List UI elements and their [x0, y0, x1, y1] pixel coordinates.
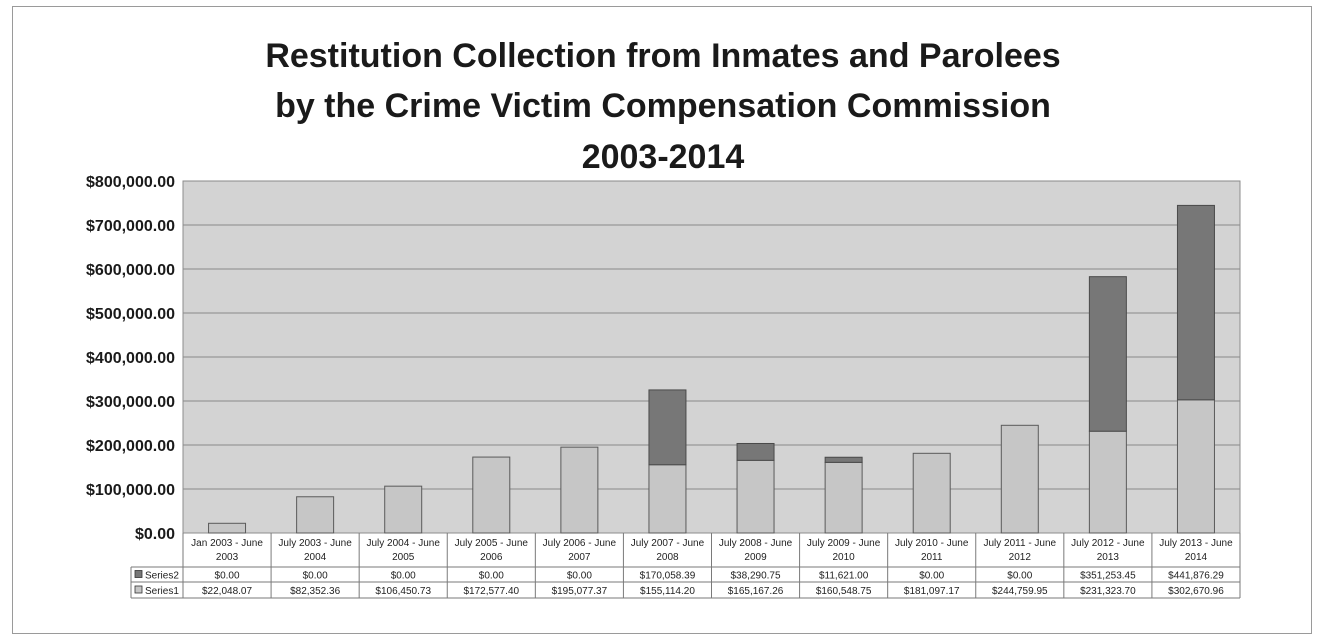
x-tick-label: July 2013 - June — [1159, 538, 1233, 549]
bar-series1 — [560, 446, 599, 534]
y-tick-label: $400,000.00 — [86, 350, 175, 367]
data-label: $0.00 — [215, 571, 240, 582]
data-label: $165,167.26 — [728, 586, 784, 597]
bar-series2 — [736, 442, 775, 461]
data-label: $0.00 — [567, 571, 592, 582]
x-tick-label: July 2004 - June — [367, 538, 441, 549]
x-tick-label: July 2007 - June — [631, 538, 705, 549]
chart-title-line-3: 2003-2014 — [581, 138, 745, 176]
x-tick-label: July 2010 - June — [895, 538, 969, 549]
y-tick-label: $700,000.00 — [86, 218, 175, 235]
data-label: $0.00 — [303, 571, 328, 582]
bar-series2 — [648, 389, 687, 466]
bar-series1 — [912, 452, 951, 534]
x-tick-label: July 2006 - June — [543, 538, 617, 549]
x-tick-label: 2007 — [568, 552, 591, 563]
data-label: $195,077.37 — [552, 586, 608, 597]
bar-series1 — [1176, 399, 1215, 534]
data-label: $244,759.95 — [992, 586, 1048, 597]
x-tick-label: 2013 — [1097, 552, 1120, 563]
x-tick-label: 2009 — [744, 552, 767, 563]
x-tick-label: 2006 — [480, 552, 503, 563]
data-label: $441,876.29 — [1168, 571, 1224, 582]
bar-series1 — [648, 464, 687, 534]
x-tick-label: July 2009 - June — [807, 538, 881, 549]
legend-label: Series2 — [145, 571, 179, 582]
data-label: $106,450.73 — [375, 586, 431, 597]
legend-label: Series1 — [145, 586, 179, 597]
x-tick-label: July 2008 - June — [719, 538, 793, 549]
x-tick-label: 2011 — [921, 552, 943, 563]
data-label: $231,323.70 — [1080, 586, 1136, 597]
data-label: $38,290.75 — [731, 571, 781, 582]
x-tick-label: 2012 — [1009, 552, 1032, 563]
y-tick-label: $100,000.00 — [86, 482, 175, 499]
data-label: $155,114.20 — [640, 586, 695, 597]
x-tick-label: July 2011 - June — [983, 538, 1056, 549]
y-tick-label: $300,000.00 — [86, 394, 175, 411]
data-label: $172,577.40 — [463, 586, 519, 597]
chart-title-line-2: by the Crime Victim Compensation Commiss… — [275, 87, 1051, 125]
bar-series1 — [384, 485, 423, 534]
bar-series1 — [472, 456, 511, 534]
x-tick-label: 2005 — [392, 552, 415, 563]
data-label: $0.00 — [919, 571, 944, 582]
x-tick-label: 2004 — [304, 552, 327, 563]
data-label: $170,058.39 — [640, 571, 696, 582]
bar-series2 — [824, 456, 863, 463]
x-tick-label: 2003 — [216, 552, 239, 563]
x-tick-label: July 2003 - June — [278, 538, 352, 549]
x-tick-label: 2014 — [1185, 552, 1208, 563]
bar-series1 — [296, 496, 335, 534]
data-label: $82,352.36 — [290, 586, 340, 597]
bar-series2 — [1088, 276, 1127, 432]
bar-series1 — [824, 461, 863, 534]
x-tick-label: July 2012 - June — [1071, 538, 1145, 549]
data-label: $22,048.07 — [202, 586, 252, 597]
y-tick-label: $200,000.00 — [86, 438, 175, 455]
legend-key-series1 — [134, 585, 143, 594]
chart-title-line-1: Restitution Collection from Inmates and … — [265, 37, 1061, 75]
x-tick-label: July 2005 - June — [455, 538, 529, 549]
bar-series1 — [1088, 430, 1127, 534]
data-label: $0.00 — [1007, 571, 1032, 582]
data-label: $0.00 — [391, 571, 416, 582]
bar-series2 — [1176, 204, 1215, 401]
y-tick-label: $500,000.00 — [86, 306, 175, 323]
bar-series1 — [1000, 424, 1039, 534]
legend-key-series2 — [134, 570, 143, 578]
bar-series1 — [208, 522, 247, 534]
data-label: $302,670.96 — [1168, 586, 1224, 597]
bar-series1 — [736, 459, 775, 534]
y-tick-label: $600,000.00 — [86, 262, 175, 279]
data-label: $181,097.17 — [904, 586, 960, 597]
x-tick-label: 2010 — [833, 552, 856, 563]
x-tick-label: Jan 2003 - June — [191, 538, 263, 549]
y-tick-label: $800,000.00 — [86, 174, 175, 191]
data-label: $0.00 — [479, 571, 504, 582]
data-label: $160,548.75 — [816, 586, 872, 597]
data-label: $351,253.45 — [1080, 571, 1136, 582]
x-tick-label: 2008 — [656, 552, 679, 563]
y-tick-label: $0.00 — [135, 526, 175, 543]
data-label: $11,621.00 — [819, 571, 869, 582]
